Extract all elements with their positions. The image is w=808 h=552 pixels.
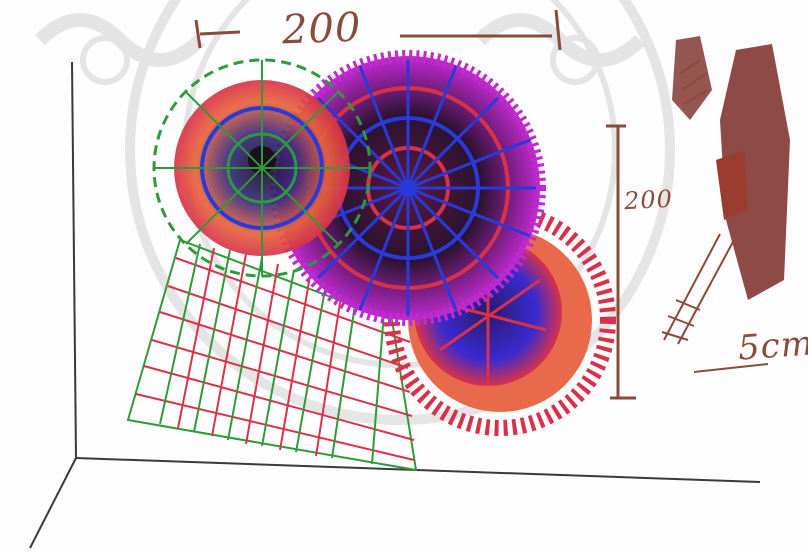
small-spiral-disc bbox=[152, 58, 372, 278]
width-dimension-label: 200 bbox=[281, 4, 363, 54]
side-dimension-label: 5cm bbox=[736, 323, 808, 369]
axes bbox=[29, 61, 761, 549]
height-dimension-label: 200 bbox=[623, 184, 674, 216]
woven-net bbox=[126, 238, 418, 472]
height-dimension bbox=[606, 124, 636, 400]
side-view-sketch bbox=[661, 36, 790, 373]
width-dimension bbox=[194, 9, 562, 51]
